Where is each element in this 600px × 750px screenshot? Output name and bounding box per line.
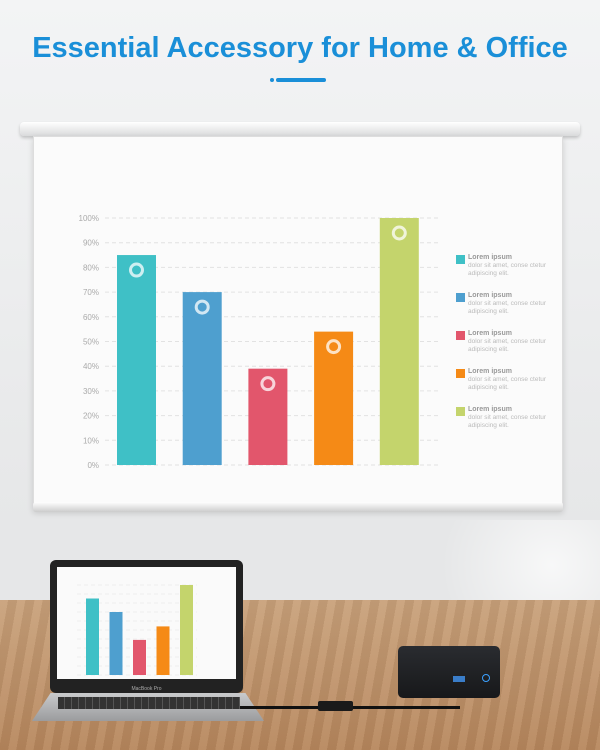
page-title: Essential Accessory for Home & Office	[32, 32, 568, 64]
power-button[interactable]	[482, 674, 490, 682]
legend-item: Lorem ipsum dolor sit amet, conse ctetur …	[456, 368, 568, 392]
projector-screen-bottom-bar	[33, 502, 563, 512]
mini-pc	[398, 646, 500, 698]
y-tick-label: 90%	[83, 239, 99, 248]
usb-adapter	[318, 701, 353, 711]
legend-title: Lorem ipsum	[468, 368, 512, 375]
bar	[156, 626, 170, 675]
legend-text: dolor sit amet, conse ctetur adipiscing …	[468, 262, 547, 277]
y-tick-label: 30%	[83, 387, 99, 396]
wifi-icon	[391, 225, 407, 241]
projector-screen-roller	[20, 122, 580, 136]
legend-item: Lorem ipsum dolor sit amet, conse ctetur …	[456, 406, 568, 430]
y-tick-label: 50%	[83, 338, 99, 347]
bar	[379, 218, 419, 465]
y-tick-label: 0%	[87, 461, 99, 470]
y-tick-label: 60%	[83, 313, 99, 322]
laptop-mini-chart	[77, 584, 197, 676]
bar	[182, 292, 222, 465]
legend-text: dolor sit amet, conse ctetur adipiscing …	[468, 338, 547, 353]
legend-item: Lorem ipsum dolor sit amet, conse ctetur …	[456, 330, 568, 354]
bar	[133, 639, 146, 675]
legend-item: Lorem ipsum dolor sit amet, conse ctetur …	[456, 254, 568, 278]
legend-swatch	[456, 293, 465, 302]
legend-swatch	[456, 369, 465, 378]
usb-port	[453, 676, 465, 682]
bar	[86, 598, 99, 675]
bar	[117, 255, 156, 465]
laptop-keyboard	[58, 697, 240, 709]
laptop-brand-label: MacBook Pro	[131, 686, 162, 692]
y-tick-label: 10%	[83, 436, 99, 445]
bar	[109, 612, 123, 675]
globe-icon	[260, 376, 276, 392]
legend-swatch	[456, 407, 465, 416]
legend-title: Lorem ipsum	[468, 330, 512, 337]
legend-title: Lorem ipsum	[468, 406, 512, 413]
gear-icon	[129, 262, 144, 278]
legend-text: dolor sit amet, conse ctetur adipiscing …	[468, 414, 547, 429]
y-tick-label: 20%	[83, 412, 99, 421]
y-tick-label: 40%	[83, 362, 99, 371]
legend-title: Lorem ipsum	[468, 292, 512, 299]
legend-swatch	[456, 331, 465, 340]
bar-chart: 0% 10% 20% 30% 40% 50% 60% 70% 80% 90% 100%	[79, 214, 440, 470]
y-tick-label: 70%	[83, 288, 99, 297]
y-tick-label: 100%	[79, 214, 99, 223]
bar	[180, 585, 193, 675]
user-icon	[326, 339, 342, 355]
bar	[248, 368, 288, 465]
legend-text: dolor sit amet, conse ctetur adipiscing …	[468, 376, 547, 391]
title-underline-dot	[270, 78, 274, 82]
y-tick-label: 80%	[83, 263, 99, 272]
laptop-display	[57, 567, 236, 679]
title-underline	[276, 78, 326, 82]
legend-item: Lorem ipsum dolor sit amet, conse ctetur …	[456, 292, 568, 316]
document-icon	[194, 299, 210, 315]
legend-title: Lorem ipsum	[468, 254, 512, 261]
legend-swatch	[456, 255, 465, 264]
laptop-screen: MacBook Pro	[50, 560, 243, 693]
legend-text: dolor sit amet, conse ctetur adipiscing …	[468, 300, 547, 315]
